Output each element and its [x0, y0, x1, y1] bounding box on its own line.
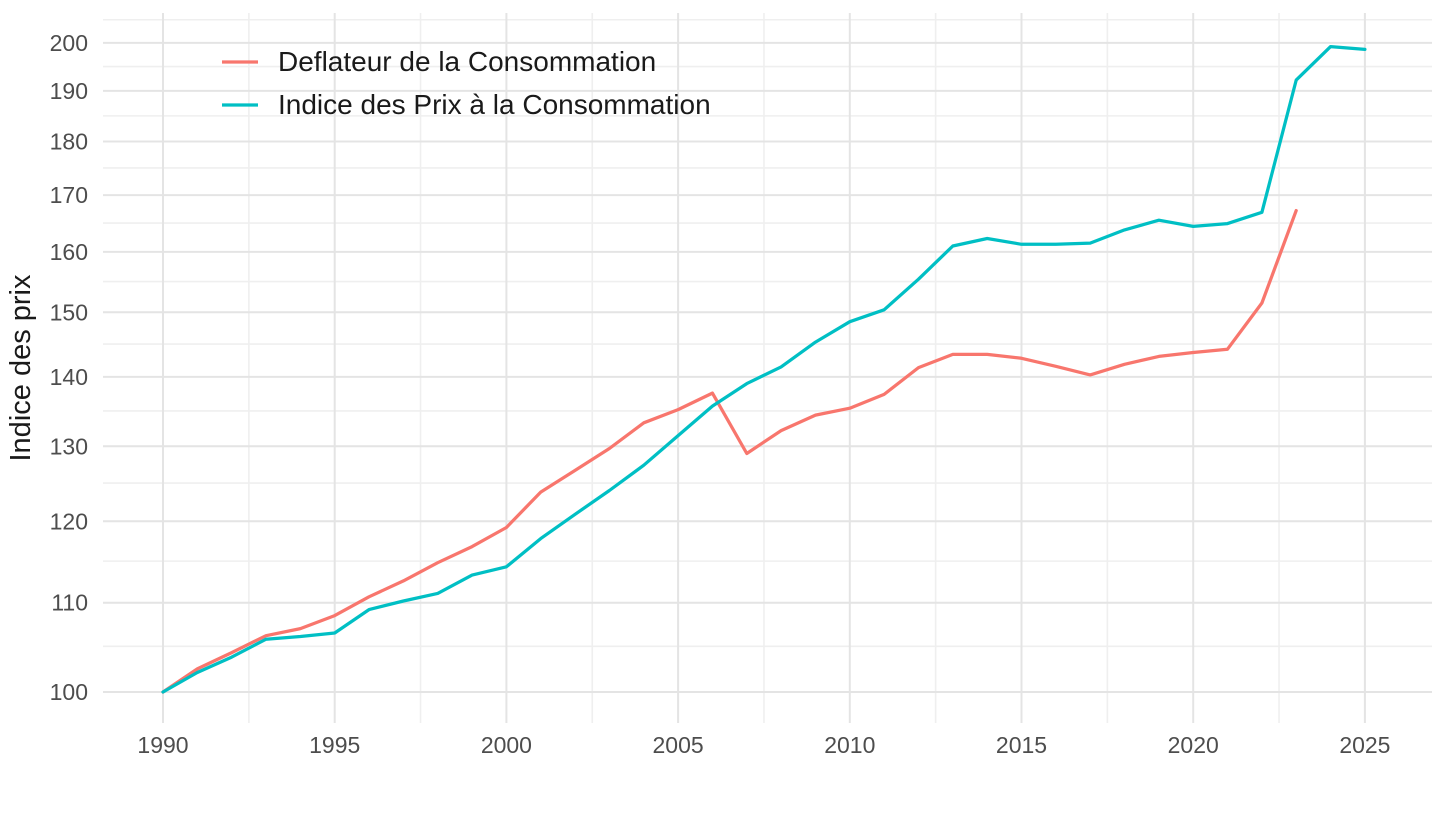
y-tick-label: 130 — [50, 433, 88, 459]
series-line-ipc — [161, 44, 1367, 694]
legend-label: Indice des Prix à la Consommation — [278, 89, 711, 120]
y-tick-label: 160 — [50, 239, 88, 265]
y-tick-label: 200 — [50, 30, 88, 56]
series-line-deflateur — [161, 208, 1298, 694]
x-tick-label: 1990 — [137, 732, 188, 758]
y-tick-label: 120 — [50, 508, 88, 534]
x-tick-label: 1995 — [309, 732, 360, 758]
x-tick-label: 2015 — [996, 732, 1047, 758]
y-tick-label: 140 — [50, 364, 88, 390]
y-tick-label: 170 — [50, 182, 88, 208]
y-tick-label: 150 — [50, 299, 88, 325]
y-tick-label: 100 — [50, 679, 88, 705]
y-axis-title: Indice des prix — [5, 274, 37, 461]
x-tick-label: 2020 — [1168, 732, 1219, 758]
y-tick-label: 110 — [51, 590, 88, 616]
x-tick-label: 2000 — [481, 732, 532, 758]
x-tick-label: 2005 — [653, 732, 704, 758]
legend-label: Deflateur de la Consommation — [278, 46, 656, 77]
x-tick-label: 2025 — [1339, 732, 1390, 758]
y-tick-label: 180 — [50, 129, 88, 155]
x-tick-label: 2010 — [824, 732, 875, 758]
y-tick-label: 190 — [50, 78, 88, 104]
